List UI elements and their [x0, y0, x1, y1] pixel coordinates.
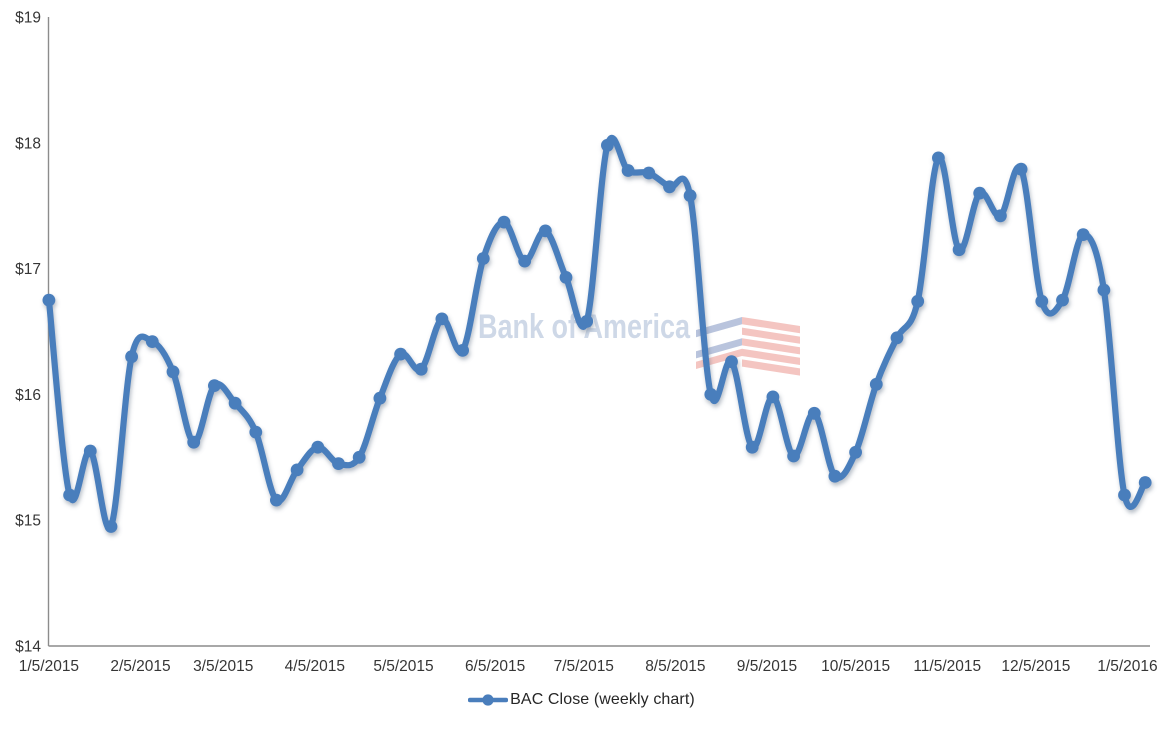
data-point-marker	[890, 331, 904, 345]
data-point-marker	[642, 166, 656, 180]
y-tick-label: $16	[15, 387, 41, 404]
data-point-marker	[456, 344, 469, 357]
x-tick-label: 8/5/2015	[645, 658, 705, 675]
y-tick-label: $18	[15, 135, 41, 152]
data-point-marker	[787, 449, 800, 463]
data-point-marker	[766, 390, 780, 404]
data-point-marker	[187, 435, 201, 449]
data-point-marker	[1035, 294, 1049, 308]
data-point-marker	[270, 493, 283, 507]
data-point-marker	[704, 388, 718, 401]
data-point-marker	[63, 488, 76, 502]
bank-of-america-flagscape-icon	[696, 317, 800, 376]
data-point-marker	[208, 379, 221, 392]
y-tick-label: $15	[15, 513, 41, 530]
legend-label: BAC Close (weekly chart)	[510, 691, 695, 708]
data-point-marker	[42, 293, 56, 307]
data-point-marker	[228, 396, 242, 410]
data-point-marker	[807, 406, 821, 420]
data-point-marker	[394, 347, 407, 361]
data-point-marker	[1118, 488, 1131, 502]
data-point-marker	[83, 444, 97, 458]
data-point-marker	[104, 520, 118, 533]
data-point-marker	[435, 312, 449, 326]
data-point-marker	[414, 362, 428, 376]
data-point-marker	[1138, 476, 1152, 489]
x-tick-label: 1/5/2016	[1097, 658, 1157, 675]
data-point-marker	[518, 254, 532, 268]
data-point-marker	[145, 335, 159, 348]
y-tick-label: $14	[15, 639, 41, 656]
x-tick-label: 6/5/2015	[465, 658, 525, 675]
data-point-marker	[1056, 293, 1069, 307]
data-point-marker	[828, 469, 842, 483]
data-point-marker	[290, 463, 304, 477]
x-tick-label: 1/5/2015	[19, 658, 79, 675]
series-bac-close	[42, 134, 1152, 533]
data-point-marker	[311, 440, 325, 454]
watermark: Bank of America	[478, 308, 800, 376]
x-tick-label: 4/5/2015	[285, 658, 345, 675]
data-point-marker	[125, 350, 138, 364]
x-tick-label: 3/5/2015	[193, 658, 253, 675]
data-point-marker	[663, 180, 676, 194]
data-point-marker	[601, 138, 614, 152]
x-tick-label: 2/5/2015	[110, 658, 170, 675]
data-point-marker	[580, 315, 594, 328]
data-point-marker	[973, 186, 987, 200]
y-tick-label: $19	[15, 10, 41, 27]
data-point-marker	[497, 215, 511, 229]
x-tick-label: 9/5/2015	[737, 658, 797, 675]
x-tick-label: 5/5/2015	[373, 658, 433, 675]
data-point-marker	[849, 445, 862, 459]
data-point-marker	[539, 224, 552, 238]
chart-legend: BAC Close (weekly chart)	[0, 691, 1163, 709]
x-tick-label: 11/5/2015	[913, 658, 981, 675]
data-point-marker	[952, 243, 966, 257]
legend-line-marker-icon	[468, 694, 509, 706]
data-point-marker	[621, 164, 635, 177]
x-tick-label: 7/5/2015	[554, 658, 614, 675]
data-point-marker	[1076, 228, 1090, 242]
data-point-marker	[352, 450, 366, 464]
y-tick-label: $17	[15, 261, 41, 278]
data-point-marker	[373, 391, 387, 405]
x-tick-label: 12/5/2015	[1001, 658, 1070, 675]
data-point-marker	[911, 294, 925, 308]
data-point-marker	[1014, 162, 1028, 176]
data-point-marker	[994, 209, 1007, 223]
data-point-marker	[332, 457, 345, 470]
data-point-marker	[1097, 283, 1111, 297]
data-point-marker	[745, 440, 759, 454]
data-point-marker	[869, 377, 883, 391]
data-point-marker	[249, 425, 263, 439]
data-point-marker	[476, 252, 490, 265]
data-point-marker	[559, 271, 573, 284]
x-tick-label: 10/5/2015	[821, 658, 890, 675]
data-point-marker	[932, 151, 945, 165]
data-point-marker	[166, 365, 180, 379]
data-point-marker	[725, 355, 738, 369]
data-point-marker	[683, 189, 697, 203]
